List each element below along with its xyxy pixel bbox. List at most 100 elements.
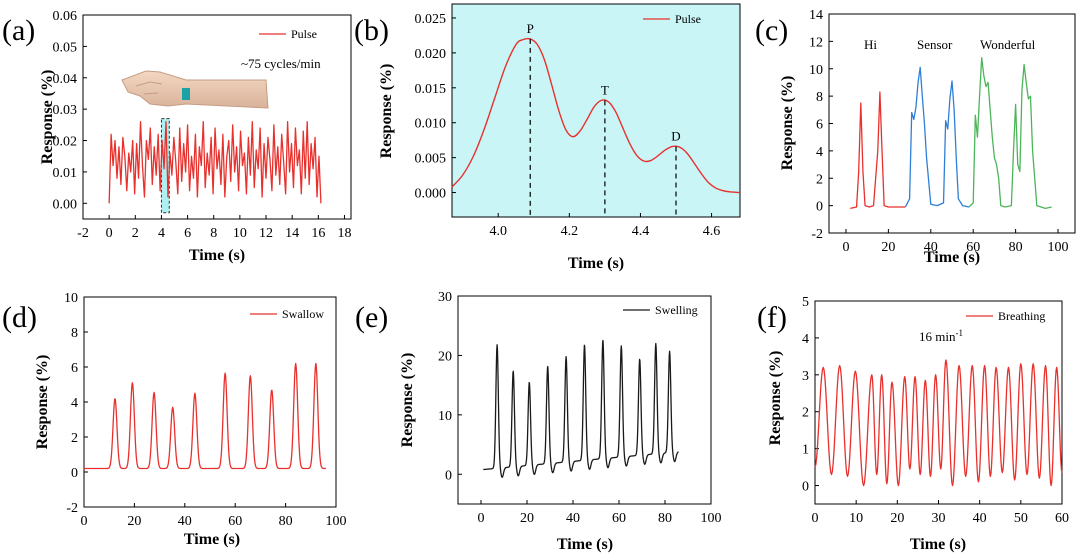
y-tick-label: 4	[816, 145, 823, 160]
y-tick-label: 0.025	[415, 12, 447, 27]
annotation-breathing-rate-text: 16 min	[919, 329, 956, 344]
panel-f: (f) 0 10 20 30 40 50 60 0 1 2 3 4 5 Breathing 16 min…	[757, 295, 1069, 553]
x-tick-label: 20	[890, 511, 904, 526]
x-tick-label: 60	[228, 514, 242, 529]
peak-label: D	[671, 128, 680, 143]
y-tick-label: 20	[438, 349, 452, 364]
x-tick-label: 40	[973, 511, 987, 526]
y-tick-label: 0.010	[415, 117, 447, 132]
x-tick-label: 4.4	[632, 224, 650, 239]
y-axis-label-c: Response (%)	[779, 76, 796, 171]
y-tick-label: 0	[71, 466, 78, 481]
y-tick-label: 0.015	[415, 82, 447, 97]
x-axis-label-e: Time (s)	[557, 536, 613, 553]
plot-frame-b	[451, 3, 741, 218]
y-tick-label: 0.04	[53, 72, 78, 87]
y-tick-label: -2	[811, 227, 823, 242]
y-axis-label-b: Response (%)	[378, 64, 395, 159]
x-tick-label: 12	[259, 226, 273, 241]
x-tick-label: 40	[178, 514, 192, 529]
y-tick-label: 0.03	[53, 103, 78, 118]
x-tick-label: 30	[932, 511, 946, 526]
x-tick-label: 80	[279, 514, 293, 529]
x-tick-label: 0	[478, 511, 485, 526]
y-tick-label: 14	[809, 8, 823, 23]
panel-a: (a) -2 0 2 4 6 8 10 12 14 16 18 0.00 0.01 0.02 0.03 0.0…	[2, 9, 352, 264]
plot-frame-e	[457, 295, 712, 505]
y-tick-label: 0	[445, 468, 452, 483]
x-tick-label: 4	[158, 226, 165, 241]
y-tick-label: 10	[809, 63, 823, 78]
y-tick-label: 1	[802, 443, 809, 458]
x-tick-label: 14	[285, 226, 299, 241]
x-tick-label: -2	[77, 226, 89, 241]
y-axis-label-f: Response (%)	[767, 351, 784, 446]
series-line-swallow	[83, 362, 327, 470]
y-tick-label: 2	[802, 406, 809, 421]
series-line-wonderful	[968, 57, 1052, 210]
x-tick-label: 6	[184, 226, 191, 241]
annotation-breathing-rate: 16 min-1	[919, 328, 963, 344]
y-tick-label: 8	[816, 90, 823, 105]
y-tick-label: 30	[438, 290, 452, 305]
y-tick-label: -2	[66, 501, 78, 516]
y-tick-label: 0.00	[53, 197, 78, 212]
series-line-pulse	[108, 121, 322, 204]
x-tick-label: 0	[842, 240, 849, 255]
annotation-cycles: ~75 cycles/min	[241, 56, 321, 71]
y-tick-label: 8	[71, 326, 78, 341]
x-tick-label: 16	[311, 226, 325, 241]
series-line-swelling	[482, 339, 679, 478]
x-tick-label: 50	[1014, 511, 1028, 526]
legend-label-d: Swallow	[282, 307, 324, 321]
x-tick-label: 40	[566, 511, 580, 526]
y-axis-label-a: Response (%)	[39, 70, 56, 165]
y-tick-label: 0.000	[415, 187, 447, 202]
legend-label-f: Breathing	[998, 309, 1045, 323]
x-tick-label: 8	[210, 226, 217, 241]
panel-label-a: (a)	[2, 14, 35, 47]
x-tick-label: 18	[337, 226, 351, 241]
y-tick-label: 0.005	[415, 152, 447, 167]
y-tick-label: 10	[438, 409, 452, 424]
x-tick-label: 60	[1055, 511, 1069, 526]
panel-label-e: (e)	[355, 301, 388, 334]
series-line-pulse-zoom	[451, 37, 741, 194]
x-tick-label: 80	[1009, 240, 1023, 255]
y-tick-label: 0.02	[53, 135, 78, 150]
x-tick-label: 20	[520, 511, 534, 526]
x-tick-label: 100	[701, 511, 722, 526]
x-axis-label-b: Time (s)	[568, 255, 624, 272]
y-tick-label: 12	[809, 35, 823, 50]
y-tick-label: 2	[71, 431, 78, 446]
x-axis-label-a: Time (s)	[189, 247, 245, 264]
panel-label-f: (f)	[757, 301, 787, 334]
y-tick-label: 0.06	[53, 9, 78, 24]
y-tick-label: 10	[64, 291, 78, 306]
y-tick-label: 6	[816, 118, 823, 133]
y-tick-label: 3	[802, 369, 809, 384]
annotation-hi: Hi	[864, 37, 877, 52]
x-axis-label-d: Time (s)	[184, 531, 240, 548]
x-tick-label: 100	[1048, 240, 1069, 255]
y-axis-label-d: Response (%)	[34, 355, 51, 450]
panel-label-b: (b)	[354, 14, 389, 47]
x-tick-label: 20	[127, 514, 141, 529]
x-axis-label-f: Time (s)	[910, 536, 966, 553]
y-tick-label: 0.01	[53, 166, 78, 181]
y-tick-label: 4	[802, 332, 809, 347]
y-tick-label: 0.020	[415, 47, 447, 62]
x-tick-label: 60	[966, 240, 980, 255]
legend-label-b: Pulse	[675, 12, 701, 26]
series-line-hi	[850, 91, 906, 209]
panel-b: (b) 4.0 4.2 4.4 4.6 0.000 0.005 0.010 0.015 0.02…	[354, 3, 741, 272]
x-axis-label-c: Time (s)	[924, 249, 980, 266]
x-tick-label: 4.0	[489, 224, 507, 239]
y-tick-label: 5	[802, 295, 809, 310]
legend-label-a: Pulse	[291, 27, 317, 41]
x-tick-label: 10	[849, 511, 863, 526]
x-tick-label: 60	[612, 511, 626, 526]
y-tick-label: 2	[816, 172, 823, 187]
